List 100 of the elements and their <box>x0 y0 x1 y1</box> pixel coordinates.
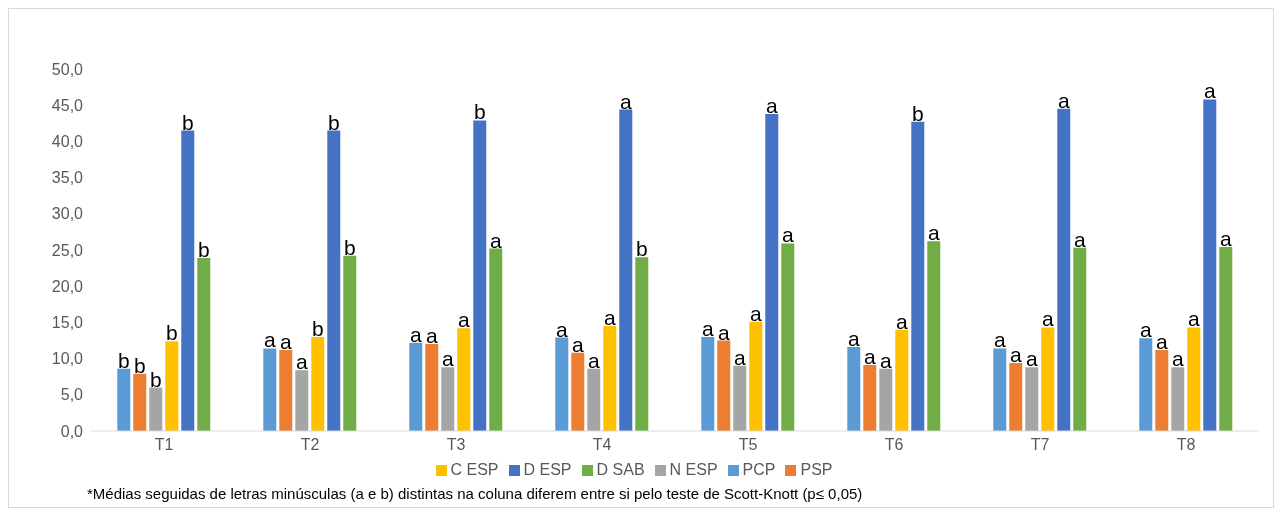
bar <box>263 348 277 431</box>
y-tick-label: 10,0 <box>51 350 84 368</box>
legend-label: D SAB <box>596 461 645 478</box>
bar <box>927 241 941 431</box>
bar <box>749 321 763 431</box>
x-tick-label: T6 <box>884 436 904 454</box>
y-tick-label: 5,0 <box>60 386 84 404</box>
data-label: b <box>197 237 210 261</box>
bar <box>279 349 293 431</box>
text: *Médias seguidas de letras minúsculas (a e b) distintas na coluna diferem entre si pelo teste de Scott-Knott (p≤ 0,05) <box>87 485 863 502</box>
data-label: a <box>555 317 568 341</box>
bar <box>555 337 569 431</box>
bar <box>149 387 163 431</box>
data-label: a <box>1025 347 1038 371</box>
legend-label: C ESP <box>450 461 499 478</box>
bar <box>473 120 487 431</box>
y-tick-label: 0,0 <box>60 422 84 440</box>
bar <box>587 368 601 431</box>
data-label: a <box>847 327 860 351</box>
data-label: a <box>587 348 600 372</box>
bar <box>425 344 439 431</box>
data-label: a <box>993 328 1006 352</box>
bar <box>1057 108 1071 431</box>
data-label: a <box>603 306 616 330</box>
bar <box>1009 362 1023 431</box>
bar <box>327 130 341 431</box>
data-label: b <box>311 316 324 340</box>
bar <box>765 113 779 431</box>
bar <box>701 336 715 431</box>
bar <box>1171 367 1185 431</box>
bar <box>603 326 617 431</box>
data-label: a <box>489 228 502 252</box>
data-label: a <box>1203 79 1216 103</box>
x-tick-label: T7 <box>1030 436 1050 454</box>
y-tick-label: 35,0 <box>51 169 84 187</box>
data-label: b <box>473 100 486 124</box>
bar <box>181 130 195 431</box>
data-label: a <box>295 350 308 374</box>
bar <box>717 340 731 431</box>
bar <box>1041 327 1055 431</box>
y-tick-label: 30,0 <box>51 205 84 223</box>
data-label: b <box>343 235 356 259</box>
bar <box>197 257 211 431</box>
data-label: b <box>181 110 194 134</box>
data-label: a <box>1187 307 1200 331</box>
data-label: a <box>1171 347 1184 371</box>
bar <box>117 368 131 431</box>
bar <box>1219 247 1233 431</box>
bar <box>911 121 925 431</box>
bar <box>571 352 585 431</box>
bar <box>895 329 909 431</box>
data-label: b <box>911 101 924 125</box>
x-tick-label: T3 <box>446 436 466 454</box>
data-label: a <box>425 324 438 348</box>
data-label: a <box>263 328 276 352</box>
bar <box>295 370 309 431</box>
data-label: a <box>409 322 422 346</box>
bar <box>409 342 423 431</box>
data-label: b <box>635 237 648 261</box>
bar <box>879 368 893 431</box>
bar <box>781 243 795 431</box>
data-label: a <box>457 308 470 332</box>
y-tick-label: 25,0 <box>51 241 84 259</box>
bar <box>619 109 633 431</box>
data-label: a <box>1009 342 1022 366</box>
data-label: a <box>765 93 778 117</box>
data-label: b <box>149 367 162 391</box>
data-label: a <box>927 221 940 245</box>
data-label: a <box>1155 329 1168 353</box>
data-label: a <box>733 345 746 369</box>
data-label: a <box>781 223 794 247</box>
bar <box>1187 327 1201 431</box>
data-label: a <box>1219 227 1232 251</box>
data-label: a <box>1139 318 1152 342</box>
bar <box>489 248 503 431</box>
data-label: a <box>1057 88 1070 112</box>
bar <box>993 348 1007 431</box>
legend-label: PCP <box>742 461 776 478</box>
bar <box>863 365 877 431</box>
legend-label: D ESP <box>523 461 572 478</box>
y-tick-label: 40,0 <box>51 133 84 151</box>
data-label: a <box>441 347 454 371</box>
bar <box>1073 247 1087 431</box>
bar <box>133 373 147 431</box>
bar <box>311 336 325 431</box>
data-label: b <box>327 110 340 134</box>
data-label: a <box>863 345 876 369</box>
y-tick-label: 20,0 <box>51 277 84 295</box>
bar <box>1203 99 1217 431</box>
bar <box>1139 338 1153 431</box>
bar <box>1025 367 1039 431</box>
data-label: a <box>717 320 730 344</box>
legend-label: N ESP <box>669 461 718 478</box>
y-tick-label: 50,0 <box>51 60 84 78</box>
data-label: a <box>701 316 714 340</box>
bar <box>733 365 747 431</box>
x-tick-label: T4 <box>592 436 612 454</box>
x-tick-label: T1 <box>154 436 174 454</box>
x-tick-label: T8 <box>1176 436 1196 454</box>
x-tick-label: T2 <box>300 436 320 454</box>
